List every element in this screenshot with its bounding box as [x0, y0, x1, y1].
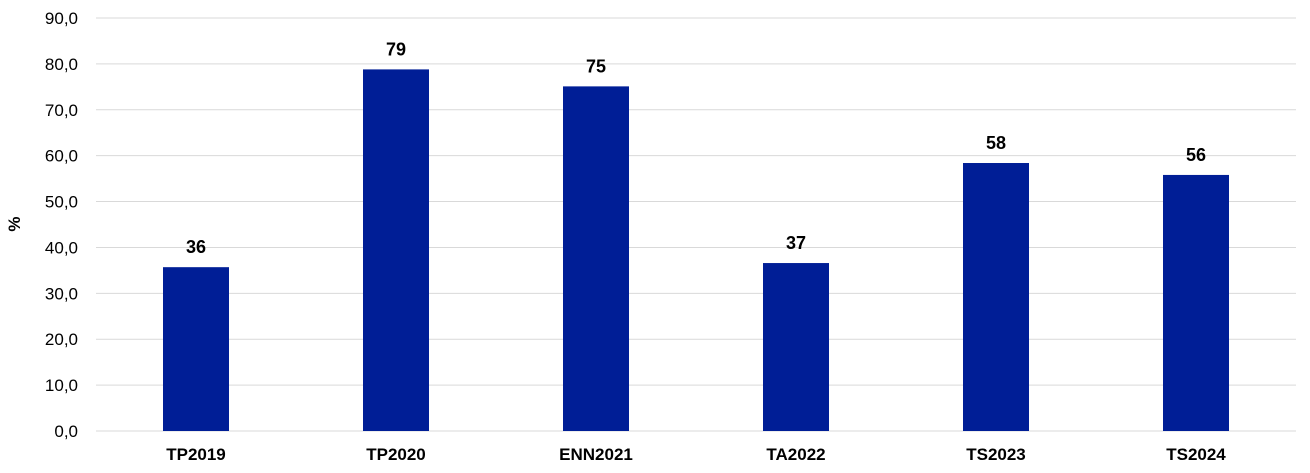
y-tick-label: 50,0: [45, 193, 78, 212]
bar-ts2024: [1163, 174, 1229, 431]
bar-enn2021: [563, 86, 629, 431]
y-tick-label: 10,0: [45, 376, 78, 395]
y-tick-label: 60,0: [45, 147, 78, 166]
x-tick-label: TP2019: [166, 445, 226, 464]
y-tick-label: 80,0: [45, 55, 78, 74]
y-tick-label: 40,0: [45, 238, 78, 257]
data-label: 36: [186, 237, 206, 257]
bar-ts2023: [963, 163, 1029, 431]
bar-ta2022: [763, 263, 829, 431]
data-label: 75: [586, 56, 606, 76]
data-labels: 36 79 75 37 58 56: [186, 39, 1206, 257]
y-tick-label: 70,0: [45, 101, 78, 120]
data-label: 37: [786, 233, 806, 253]
data-label: 58: [986, 133, 1006, 153]
y-tick-label: 90,0: [45, 9, 78, 28]
y-tick-label: 20,0: [45, 330, 78, 349]
y-axis-ticks: 0,0 10,0 20,0 30,0 40,0 50,0 60,0 70,0 80,0 90,0: [45, 9, 78, 441]
data-label: 56: [1186, 145, 1206, 165]
y-axis-title: %: [5, 216, 24, 231]
x-tick-label: TP2020: [366, 445, 426, 464]
x-axis-ticks: TP2019 TP2020 ENN2021 TA2022 TS2023 TS2024: [166, 445, 1226, 464]
data-label: 79: [386, 39, 406, 59]
x-tick-label: TA2022: [766, 445, 825, 464]
y-tick-label: 30,0: [45, 284, 78, 303]
y-tick-label: 0,0: [54, 422, 78, 441]
x-tick-label: TS2023: [966, 445, 1026, 464]
x-tick-label: TS2024: [1166, 445, 1226, 464]
x-tick-label: ENN2021: [559, 445, 633, 464]
bar-tp2019: [163, 267, 229, 431]
bar-tp2020: [363, 69, 429, 431]
bars: [163, 69, 1229, 431]
gridlines: [96, 17, 1296, 432]
